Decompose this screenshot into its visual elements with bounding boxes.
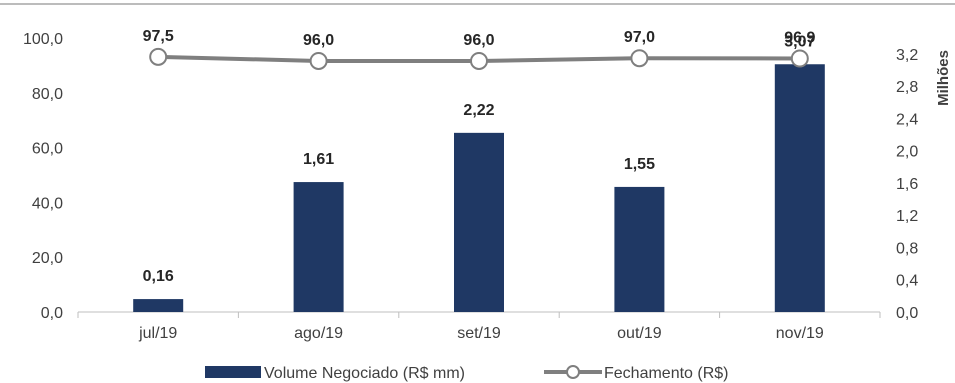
legend: Volume Negociado (R$ mm) Fechamento (R$) (205, 365, 729, 382)
line-data-label: 97,5 (143, 28, 174, 45)
legend-swatch-fechamento-marker (566, 365, 580, 379)
y-left-tick-label: 0,0 (41, 305, 63, 322)
legend-swatch-volume (205, 366, 261, 378)
right-axis-unit-label: Milhões (935, 50, 952, 106)
y-right-tick-label: 0,8 (896, 240, 918, 257)
y-left-tick-label: 80,0 (32, 86, 63, 103)
bar-volume (454, 132, 504, 312)
x-tick-label: set/19 (457, 325, 501, 342)
bar-data-label: 0,16 (143, 268, 174, 285)
bar-data-label: 2,22 (463, 102, 494, 119)
line-marker (790, 49, 809, 68)
bar-data-label: 1,55 (624, 156, 655, 173)
line-data-label: 96,9 (784, 29, 815, 46)
bar-data-label: 3,07 (784, 33, 815, 50)
bar-volume (614, 186, 665, 312)
line-marker (630, 49, 649, 68)
y-right-tick-label: 1,2 (896, 208, 918, 225)
y-right-tick-label: 1,6 (896, 176, 918, 193)
y-right-tick-label: 3,2 (896, 47, 918, 64)
line-marker (149, 47, 168, 66)
legend-label-fechamento: Fechamento (R$) (604, 365, 729, 382)
y-right-tick-label: 2,8 (896, 79, 918, 96)
bar-volume (133, 299, 184, 312)
bar-volume (293, 182, 344, 312)
y-left-tick-label: 100,0 (23, 31, 63, 48)
y-left-tick-label: 20,0 (32, 250, 63, 267)
legend-label-volume: Volume Negociado (R$ mm) (264, 365, 465, 382)
line-data-label: 96,0 (463, 32, 494, 49)
y-right-tick-label: 0,4 (896, 273, 918, 290)
x-tick-label: nov/19 (776, 325, 824, 342)
x-tick-label: jul/19 (138, 325, 177, 342)
y-right-tick-label: 2,4 (896, 111, 918, 128)
line-data-label: 96,0 (303, 32, 334, 49)
x-tick-label: out/19 (617, 325, 662, 342)
line-marker (309, 51, 328, 70)
line-marker (470, 51, 488, 70)
line-data-label: 97,0 (624, 29, 655, 46)
y-left-tick-label: 40,0 (32, 195, 63, 212)
bar-volume (774, 64, 825, 312)
bar-data-label: 1,61 (303, 151, 334, 168)
x-tick-label: ago/19 (294, 325, 343, 342)
y-right-tick-label: 0,0 (896, 305, 918, 322)
y-left-tick-label: 60,0 (32, 141, 63, 158)
y-right-tick-label: 2,0 (896, 144, 918, 161)
